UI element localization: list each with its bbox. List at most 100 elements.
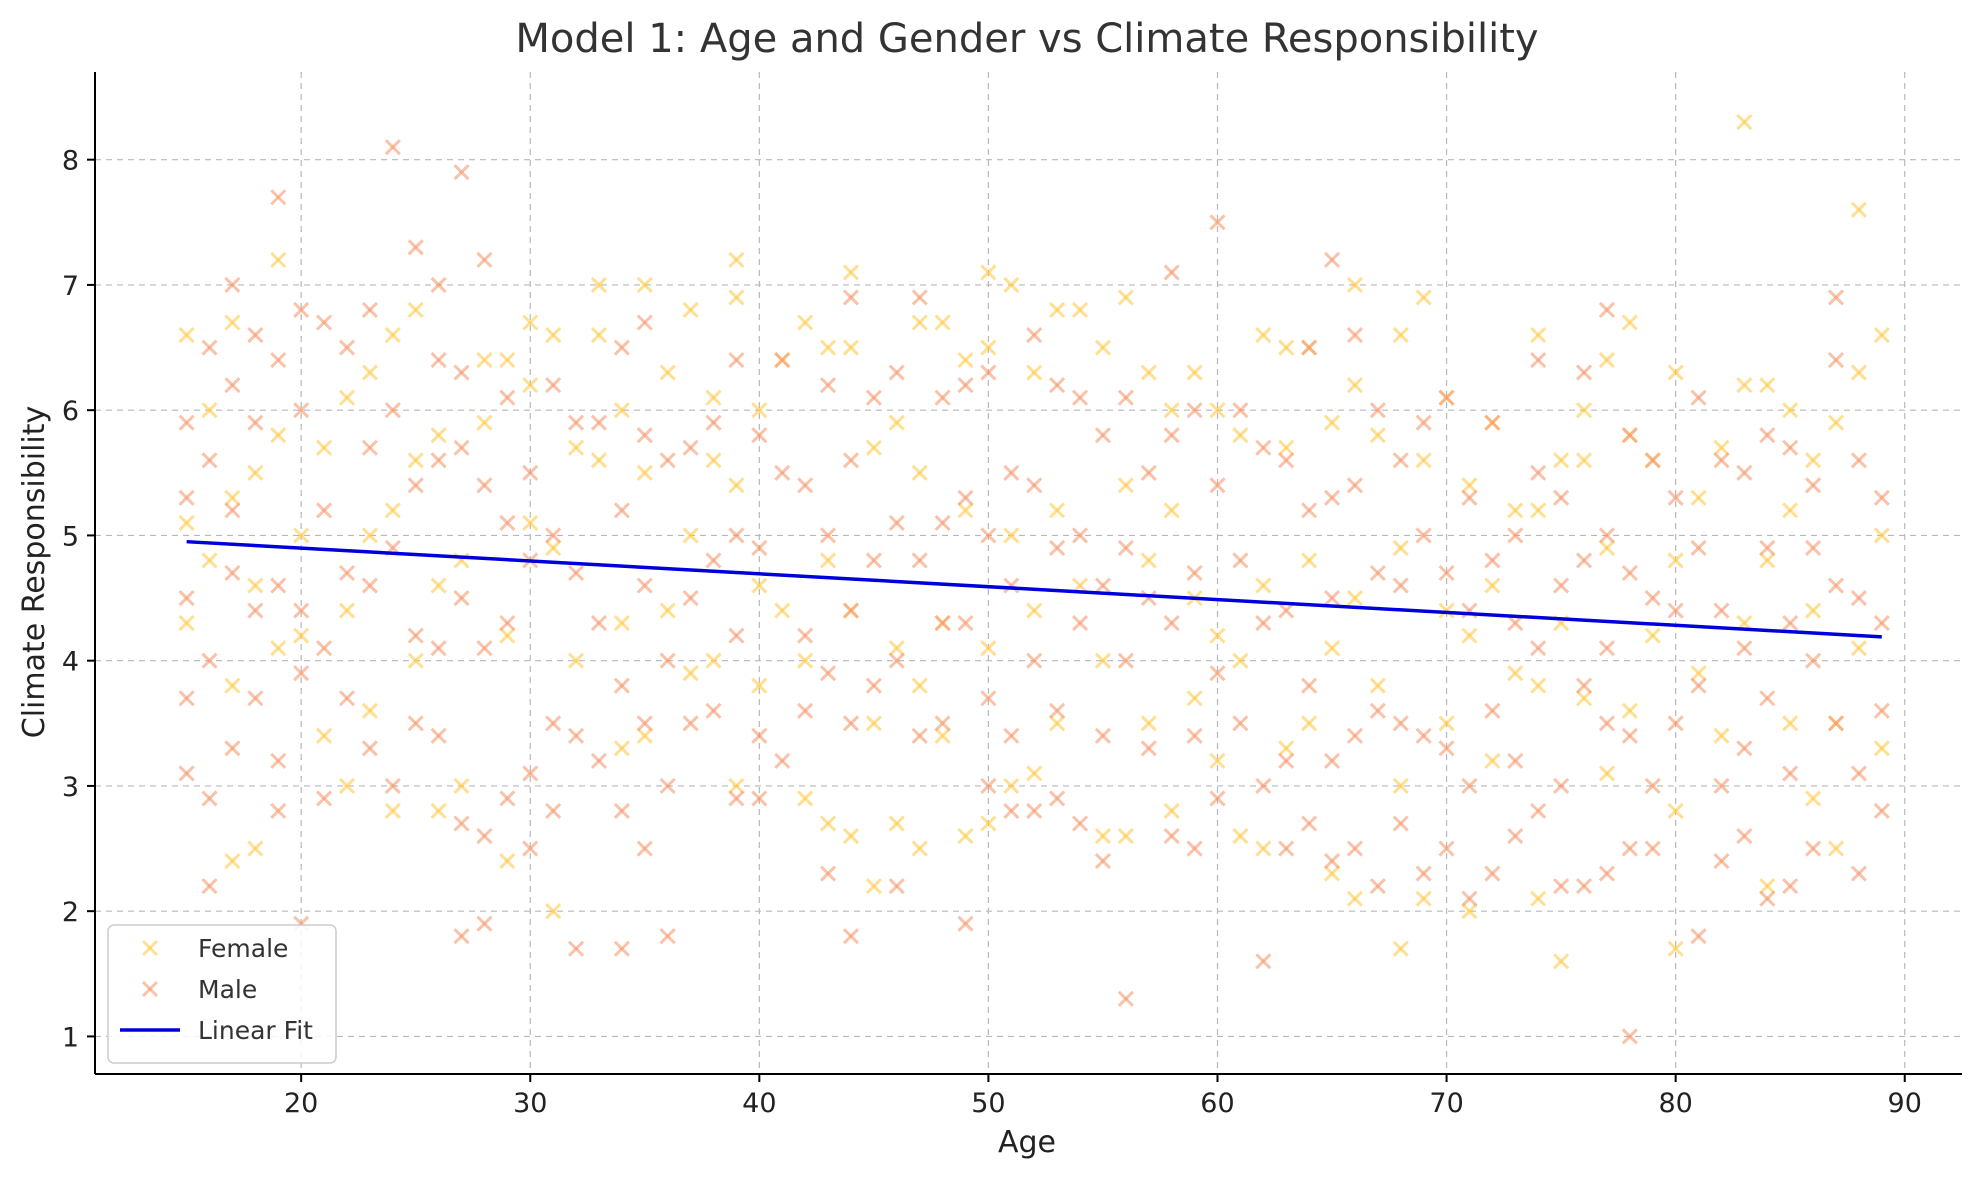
data-point xyxy=(476,827,493,845)
data-point xyxy=(1530,890,1547,907)
data-point xyxy=(590,276,608,293)
data-point xyxy=(1461,627,1478,644)
data-point xyxy=(1255,777,1272,794)
data-point xyxy=(1759,690,1776,707)
data-point xyxy=(1598,539,1615,557)
data-point xyxy=(545,903,562,920)
legend-marker xyxy=(141,980,159,998)
data-point xyxy=(1346,377,1363,394)
data-point xyxy=(842,715,860,732)
data-point xyxy=(1598,527,1615,544)
data-point xyxy=(1346,326,1363,344)
data-point xyxy=(1026,364,1043,381)
data-point xyxy=(1530,640,1547,657)
data-point xyxy=(1209,752,1226,769)
data-point xyxy=(1873,802,1890,820)
data-point xyxy=(201,339,218,356)
x-tick-label: 50 xyxy=(971,1088,1005,1119)
data-point xyxy=(499,352,516,369)
data-point xyxy=(1209,477,1226,494)
data-point xyxy=(1575,677,1593,694)
data-point xyxy=(1598,352,1615,369)
data-point xyxy=(888,878,905,895)
data-point xyxy=(1621,427,1638,444)
data-point xyxy=(1117,389,1134,406)
data-point xyxy=(613,940,630,957)
data-point xyxy=(728,477,745,494)
data-point xyxy=(1759,878,1776,895)
data-point xyxy=(1438,389,1455,406)
data-point xyxy=(751,677,768,694)
data-point xyxy=(980,527,997,544)
data-point xyxy=(1873,615,1890,632)
data-point xyxy=(1530,802,1547,820)
data-point xyxy=(293,602,310,619)
data-point xyxy=(705,452,722,469)
data-point xyxy=(1071,389,1089,406)
data-point xyxy=(1805,452,1822,469)
data-point xyxy=(247,326,264,344)
data-point xyxy=(293,627,310,644)
data-point xyxy=(1392,815,1409,832)
data-point xyxy=(1255,577,1272,594)
data-point xyxy=(888,640,905,657)
data-point xyxy=(224,502,241,519)
data-point xyxy=(499,514,516,531)
data-point xyxy=(1759,427,1776,444)
data-point xyxy=(865,552,882,569)
data-point xyxy=(1644,589,1661,607)
data-point xyxy=(1415,727,1432,744)
data-point xyxy=(1484,414,1501,431)
data-point xyxy=(1369,402,1386,419)
data-point xyxy=(774,602,791,619)
data-point xyxy=(728,352,745,369)
data-point xyxy=(1026,326,1043,344)
data-point xyxy=(1117,990,1134,1007)
data-point xyxy=(1049,377,1066,394)
data-point xyxy=(797,702,814,719)
data-point xyxy=(453,364,470,381)
data-point xyxy=(1163,402,1180,419)
data-point xyxy=(1873,527,1890,544)
data-point xyxy=(361,364,378,381)
data-point xyxy=(1163,827,1180,845)
data-point xyxy=(1805,790,1822,807)
data-point xyxy=(911,289,928,306)
data-point xyxy=(1805,539,1822,557)
data-point xyxy=(178,489,195,506)
data-point xyxy=(1805,652,1822,669)
data-point xyxy=(1667,489,1684,506)
data-point xyxy=(1117,539,1134,557)
fit-line xyxy=(186,539,1882,639)
data-point xyxy=(819,527,837,544)
data-point xyxy=(270,802,287,820)
data-point xyxy=(1553,878,1570,895)
data-point xyxy=(1278,840,1295,857)
data-point xyxy=(659,364,676,381)
data-point xyxy=(1736,740,1753,757)
data-point xyxy=(1392,940,1409,957)
data-point xyxy=(1575,552,1593,569)
data-point xyxy=(178,690,195,707)
data-point xyxy=(1346,727,1363,744)
data-point xyxy=(1736,114,1753,131)
data-point xyxy=(1805,840,1822,857)
chart-title: Model 1: Age and Gender vs Climate Respo… xyxy=(515,16,1538,62)
data-point xyxy=(270,640,287,657)
data-point xyxy=(453,777,470,794)
data-point xyxy=(1026,602,1043,619)
data-point xyxy=(728,627,745,644)
data-point xyxy=(361,439,378,456)
data-point xyxy=(957,827,974,845)
y-ticks: 1 2 3 4 5 6 7 8 xyxy=(62,146,95,1053)
data-point xyxy=(1621,840,1638,857)
data-point xyxy=(522,314,539,331)
data-point xyxy=(1461,890,1478,907)
legend-label: Linear Fit xyxy=(198,1016,313,1045)
data-point xyxy=(476,414,493,431)
data-point xyxy=(1782,615,1799,632)
data-point xyxy=(522,840,539,857)
data-point xyxy=(957,615,974,632)
data-point xyxy=(842,339,860,356)
data-point xyxy=(568,564,585,582)
